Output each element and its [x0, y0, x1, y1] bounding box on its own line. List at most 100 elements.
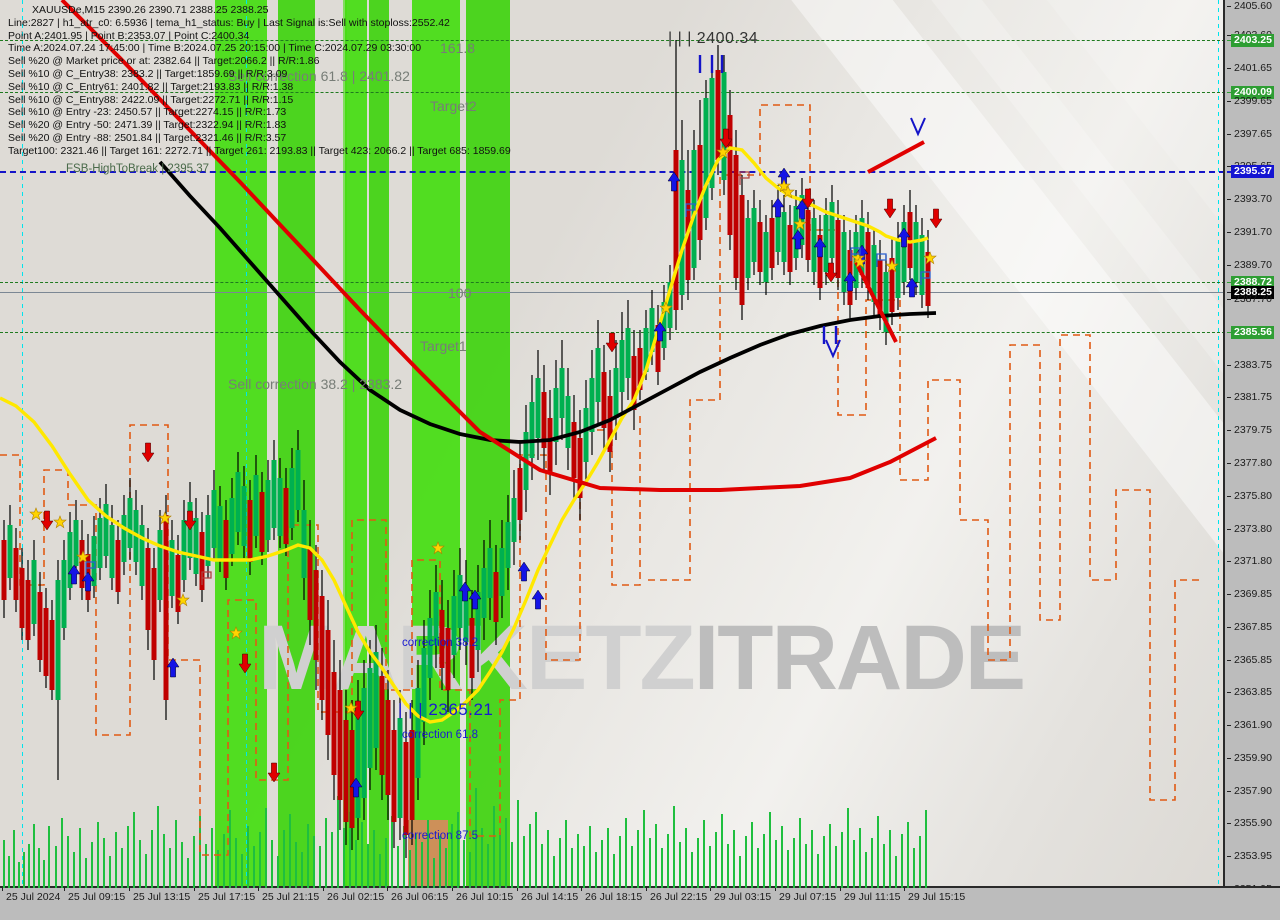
- price-tick: 2405.60: [1225, 0, 1280, 13]
- info-line-7: Sell %10 @ C_Entry88: 2422.09 || Target:…: [8, 93, 294, 106]
- level-mid: [0, 292, 1225, 293]
- time-tick-label: 25 Jul 21:15: [258, 887, 319, 903]
- tick-mark: [194, 887, 195, 891]
- time-tick-label: 26 Jul 02:15: [323, 887, 384, 903]
- point-c-price-label: | | | 2400.34: [668, 30, 759, 47]
- price-tick-label: 2363.85: [1234, 686, 1272, 698]
- sell-correction-618: Sell correction 61.8 | 2401.82: [228, 68, 410, 84]
- price-tick: 2367.85: [1225, 621, 1280, 634]
- tick-mark: [1227, 68, 1231, 69]
- time-tick-label: 25 Jul 09:15: [64, 887, 125, 903]
- tick-mark: [1227, 292, 1231, 293]
- price-tick: 2391.70: [1225, 226, 1280, 239]
- tick-mark: [1227, 365, 1231, 366]
- time-tick-label: 26 Jul 14:15: [517, 887, 578, 903]
- price-tick-label: 2389.70: [1234, 259, 1272, 271]
- tick-mark: [1227, 299, 1231, 300]
- price-tick: 2375.80: [1225, 490, 1280, 503]
- price-tick-label: 2399.65: [1234, 95, 1272, 107]
- chart-info-header: XAUUSDe,M15 2390.26 2390.71 2388.25 2388…: [8, 4, 511, 158]
- tick-mark: [1227, 171, 1234, 173]
- time-tick-label: 29 Jul 03:15: [710, 887, 771, 903]
- tick-mark: [1227, 134, 1231, 135]
- tick-mark: [1227, 101, 1231, 102]
- tick-mark: [1227, 35, 1231, 36]
- price-tick-label: 2359.90: [1234, 752, 1272, 764]
- tick-mark: [1227, 463, 1231, 464]
- tick-mark: [1227, 725, 1231, 726]
- level-fsb-hightobreak: [0, 171, 1225, 173]
- price-tick: 2357.90: [1225, 785, 1280, 798]
- time-scale[interactable]: 25 Jul 2024 25 Jul 09:15 25 Jul 13:15 25 Ju…: [0, 886, 1280, 920]
- price-tick-label: 2405.60: [1234, 0, 1272, 12]
- day-separator: [246, 0, 247, 888]
- price-tick: 2353.95: [1225, 850, 1280, 863]
- time-tick-label: 26 Jul 10:15: [452, 887, 513, 903]
- info-line-8: Sell %10 @ Entry -23: 2450.57 || Target:…: [8, 106, 287, 119]
- tick-mark: [581, 887, 582, 891]
- price-tick-label: 2357.90: [1234, 785, 1272, 797]
- v-marker: [825, 117, 926, 359]
- tick-mark: [1227, 561, 1231, 562]
- tick-mark: [1227, 430, 1231, 431]
- tick-mark: [1227, 199, 1231, 200]
- price-tick: 2359.90: [1225, 752, 1280, 765]
- tick-mark: [1227, 92, 1233, 93]
- price-tick-label: 2371.80: [1234, 555, 1272, 567]
- price-tick: 2383.75: [1225, 359, 1280, 372]
- target1-label: Target1: [420, 338, 467, 354]
- price-tick-label: 2369.85: [1234, 588, 1272, 600]
- tick-mark: [129, 887, 130, 891]
- price-tick: 2388.72: [1225, 276, 1280, 289]
- tick-mark: [1227, 594, 1231, 595]
- price-tick-label: 2388.72: [1231, 276, 1274, 289]
- price-tick: 2395.37: [1225, 165, 1280, 178]
- info-line-4: Sell %20 @ Market price or at: 2382.64 |…: [8, 55, 320, 68]
- tick-mark: [1227, 265, 1231, 266]
- price-tick: 2400.09: [1225, 86, 1280, 99]
- time-tick-label: 29 Jul 07:15: [775, 887, 836, 903]
- price-tick: 2363.85: [1225, 686, 1280, 699]
- fib-161-label: 161.8: [440, 40, 476, 56]
- price-tick: 2381.75: [1225, 391, 1280, 404]
- time-tick-label: 29 Jul 15:15: [904, 887, 965, 903]
- price-tick: 2388.25: [1225, 286, 1280, 299]
- price-tick: 2393.70: [1225, 193, 1280, 206]
- info-line-3: Time A:2024.07.24 17:45:00 | Time B:2024…: [8, 42, 422, 55]
- price-channel: [0, 104, 1200, 856]
- day-separator: [1218, 0, 1219, 888]
- price-tick-label: 2375.80: [1234, 490, 1272, 502]
- indicator-back-layer: [0, 104, 1200, 888]
- price-tick-label: 2397.65: [1234, 128, 1272, 140]
- candles-mid: [301, 300, 637, 858]
- level-target2: [0, 92, 1225, 93]
- fractal-ticks: [698, 55, 838, 344]
- sell-correction-382: Sell correction 38.2 | 2383.2: [228, 376, 403, 392]
- time-tick-label: 25 Jul 13:15: [129, 887, 190, 903]
- session-band: [278, 0, 315, 888]
- price-tick: 2403.25: [1225, 34, 1280, 47]
- support-break-red: [854, 261, 898, 343]
- chart-plot-area[interactable]: MARKETZITRADE: [0, 0, 1225, 888]
- price-scale[interactable]: 2405.602403.602403.252401.652400.092399.…: [1223, 0, 1280, 895]
- price-tick: 2401.65: [1225, 62, 1280, 75]
- time-tick-label: 26 Jul 18:15: [581, 887, 642, 903]
- star-marker: [29, 145, 937, 714]
- price-tick-label: 2383.75: [1234, 359, 1272, 371]
- price-tick: 2397.65: [1225, 128, 1280, 141]
- signal-markers-layer: [29, 55, 943, 798]
- price-tick-label: 2391.70: [1234, 226, 1272, 238]
- tick-mark: [517, 887, 518, 891]
- tick-mark: [775, 887, 776, 891]
- session-band: [215, 0, 267, 888]
- ma-slow-black: [158, 160, 937, 444]
- price-tick-label: 2395.37: [1231, 165, 1274, 178]
- price-tick-label: 2400.09: [1231, 86, 1274, 99]
- price-tick-label: 2377.80: [1234, 457, 1272, 469]
- swing-low-label: | | | 2365.21: [398, 700, 494, 719]
- sell-arrow-marker: [40, 128, 943, 783]
- correction-875-label: correction 87.5: [402, 830, 479, 842]
- info-line-10: Sell %20 @ Entry -88: 2501.84 || Target:…: [8, 131, 287, 144]
- price-tick: 2399.65: [1225, 95, 1280, 108]
